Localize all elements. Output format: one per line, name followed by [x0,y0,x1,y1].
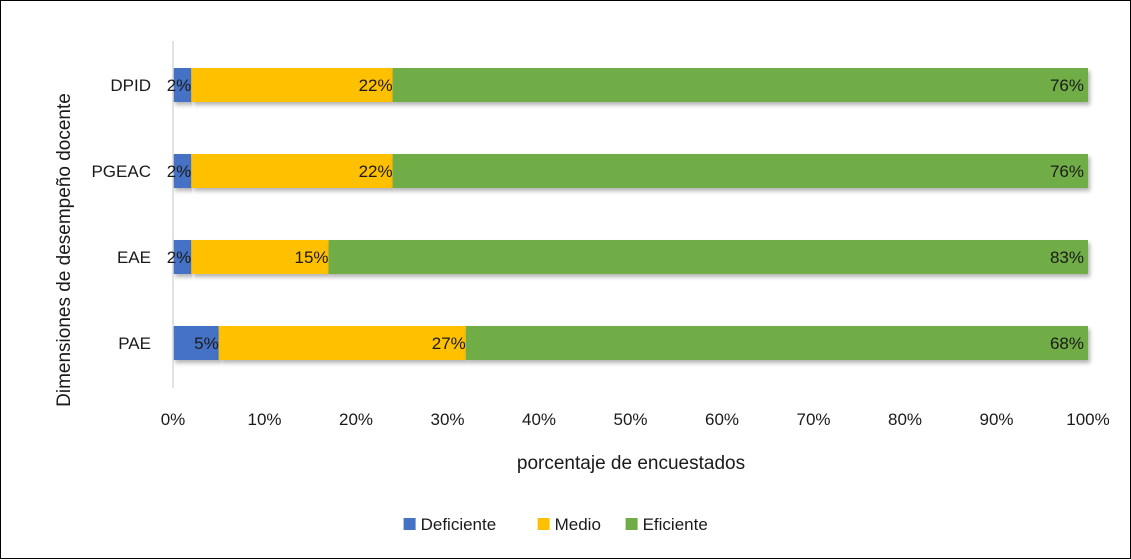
bar-eficiente-pae [465,326,1088,360]
data-label-eficiente-eae: 83% [1050,248,1084,267]
x-tick-label-0-: 0% [161,410,186,429]
data-label-eficiente-pae: 68% [1050,334,1084,353]
bar-medio-eae [191,240,329,274]
data-label-medio-pgeac: 22% [359,162,393,181]
bar-deficiente-eae [173,240,192,274]
bar-deficiente-pae [173,326,219,360]
x-tick-label-70-: 70% [796,410,830,429]
category-label-pae: PAE [118,334,151,353]
legend-item-eficiente: Eficiente [625,515,708,534]
legend-swatch-deficiente [403,518,416,530]
legend-swatch-medio [537,518,550,530]
bars-layer [173,68,1089,360]
data-label-deficiente-dpid: 2% [167,76,192,95]
bar-eficiente-pgeac [392,154,1089,188]
category-label-dpid: DPID [110,76,151,95]
y-axis-title: Dimensiones de desempeño docente [54,93,75,407]
x-tick-label-60-: 60% [705,410,739,429]
data-labels-layer: 2% 22% 76% 2% 22% 76% 2% 15% 83% 5% 27% 68% [167,76,1084,353]
x-tick-label-80-: 80% [888,410,922,429]
category-label-eae: EAE [117,248,151,267]
legend: Deficiente Medio Eficiente [403,515,708,534]
x-tick-label-100-: 100% [1066,410,1109,429]
x-tick-label-10-: 10% [247,410,281,429]
data-label-eficiente-dpid: 76% [1050,76,1084,95]
data-label-medio-eae: 15% [295,248,329,267]
x-tick-label-30-: 30% [430,410,464,429]
legend-label-deficiente: Deficiente [421,515,497,534]
legend-label-medio: Medio [555,515,601,534]
bar-medio-dpid [191,68,393,102]
bar-medio-pae [218,326,466,360]
category-labels-layer: DPID PGEAC EAE PAE [91,76,151,353]
x-tick-label-40-: 40% [522,410,556,429]
x-tick-label-90-: 90% [979,410,1013,429]
x-tick-label-50-: 50% [613,410,647,429]
legend-item-medio: Medio [537,515,601,534]
legend-item-deficiente: Deficiente [403,515,497,534]
bar-deficiente-dpid [173,68,192,102]
bar-deficiente-pgeac [173,154,192,188]
x-tick-labels-layer: 0% 10% 20% 30% 40% 50% 60% 70% 80% 90% 100% [161,410,1110,429]
legend-label-eficiente: Eficiente [643,515,708,534]
bar-eficiente-eae [328,240,1088,274]
x-axis-title: porcentaje de encuestados [517,453,745,474]
data-label-deficiente-pae: 5% [194,334,219,353]
bar-medio-pgeac [191,154,393,188]
category-label-pgeac: PGEAC [91,162,151,181]
data-label-deficiente-pgeac: 2% [167,162,192,181]
data-label-medio-pae: 27% [432,334,466,353]
data-label-medio-dpid: 22% [359,76,393,95]
x-tick-label-20-: 20% [339,410,373,429]
data-label-deficiente-eae: 2% [167,248,192,267]
bar-eficiente-dpid [392,68,1089,102]
legend-swatch-eficiente [625,518,638,530]
data-label-eficiente-pgeac: 76% [1050,162,1084,181]
